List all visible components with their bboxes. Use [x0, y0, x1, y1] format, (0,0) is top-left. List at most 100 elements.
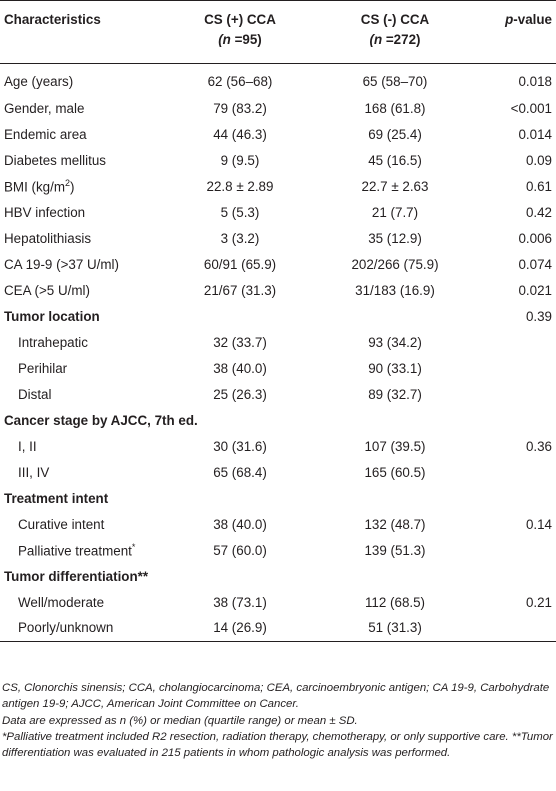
header-cs-positive: CS (+) CCA (n =95) [170, 0, 310, 64]
row-label: Endemic area [4, 126, 87, 142]
cs-positive-value: 79 (83.2) [213, 100, 267, 116]
row-label: I, II [18, 438, 37, 454]
table-row-ca199: CA 19-9 (>37 U/ml) 60/91 (65.9) 202/266 … [0, 251, 556, 277]
cs-positive-value: 3 (3.2) [220, 230, 260, 246]
p-value: <0.001 [510, 100, 552, 116]
table-row-diabetes: Diabetes mellitus 9 (9.5) 45 (16.5) 0.09 [0, 147, 556, 173]
row-label: Distal [18, 386, 52, 402]
cs-negative-value: 21 (7.7) [371, 204, 419, 220]
cs-negative-value: 112 (68.5) [364, 594, 426, 610]
p-label-rest: -value [513, 12, 552, 27]
footnote-data-expression: Data are expressed as n (%) or median (q… [2, 714, 358, 727]
p-value: 0.42 [525, 204, 552, 220]
row-label: HBV infection [4, 204, 86, 220]
table-row-stage-1-2: I, II 30 (31.6) 107 (39.5) 0.36 [0, 433, 556, 459]
p-value [480, 355, 556, 381]
p-value [480, 563, 556, 589]
table-row-palliative: Palliative treatment* 57 (60.0) 139 (51.… [0, 537, 556, 563]
row-label: Poorly/unknown [0, 615, 170, 642]
bmi-label-end: ) [70, 179, 75, 195]
characteristics-table: Characteristics CS (+) CCA (n =95) CS (-… [0, 0, 556, 642]
table-row-bmi: BMI (kg/m2) 22.8 ± 2.89 22.7 ± 2.63 0.61 [0, 173, 556, 199]
p-value [480, 615, 556, 642]
cs-positive-value: 22.8 ± 2.89 [206, 178, 274, 194]
header-cs-negative-n: (n =272) [310, 30, 480, 50]
cs-positive-value: 9 (9.5) [220, 152, 260, 168]
cs-positive-value: 60/91 (65.9) [203, 256, 277, 272]
cs-positive-value: 21/67 (31.3) [203, 282, 277, 298]
header-cs-positive-title: CS (+) CCA [204, 12, 276, 27]
table-row-stage-3-4: III, IV 65 (68.4) 165 (60.5) [0, 459, 556, 485]
table-header-row: Characteristics CS (+) CCA (n =95) CS (-… [0, 0, 556, 64]
p-value: 0.61 [525, 178, 552, 194]
p-value: 0.074 [518, 256, 552, 272]
n-value: =272) [382, 32, 421, 47]
p-value: 0.36 [525, 438, 552, 454]
row-label: Palliative treatment* [0, 537, 170, 563]
p-value [480, 485, 556, 511]
cs-negative-value: 107 (39.5) [364, 438, 426, 454]
n-label: (n [218, 32, 231, 47]
cs-negative-value: 90 (33.1) [368, 360, 422, 376]
table-row-cancer-stage: Cancer stage by AJCC, 7th ed. [0, 407, 556, 433]
p-value [480, 381, 556, 407]
table-row-age: Age (years) 62 (56–68) 65 (58–70) 0.018 [0, 64, 556, 96]
cs-negative-value: 139 (51.3) [364, 542, 426, 558]
header-pvalue: p-value [480, 0, 556, 64]
table-row-hbv: HBV infection 5 (5.3) 21 (7.7) 0.42 [0, 199, 556, 225]
bmi-label: BMI (kg/m [4, 179, 66, 195]
cs-positive-value: 38 (40.0) [213, 360, 267, 376]
table-row-distal: Distal 25 (26.3) 89 (32.7) [0, 381, 556, 407]
cs-positive-value: 38 (40.0) [213, 516, 267, 532]
table-row-differentiation: Tumor differentiation** [0, 563, 556, 589]
header-characteristics: Characteristics [0, 0, 170, 64]
table-row-intrahepatic: Intrahepatic 32 (33.7) 93 (34.2) [0, 329, 556, 355]
cs-negative-value [310, 303, 480, 329]
table-row-tumor-location: Tumor location 0.39 [0, 303, 556, 329]
table-row-poorly-unknown: Poorly/unknown 14 (26.9) 51 (31.3) [0, 615, 556, 642]
cs-positive-value [170, 303, 310, 329]
cs-positive-value: 32 (33.7) [213, 334, 267, 350]
table-row-endemic: Endemic area 44 (46.3) 69 (25.4) 0.014 [0, 121, 556, 147]
section-label: Treatment intent [4, 490, 109, 506]
cs-positive-value: 25 (26.3) [213, 386, 267, 402]
cs-negative-value: 51 (31.3) [310, 615, 480, 642]
cs-positive-value: 38 (73.1) [213, 594, 267, 610]
p-value: 0.021 [518, 282, 552, 298]
row-label: Curative intent [18, 516, 105, 532]
row-label: Well/moderate [18, 594, 105, 610]
p-value [480, 407, 556, 433]
row-label: Intrahepatic [18, 334, 88, 350]
header-cs-negative-title: CS (-) CCA [360, 12, 430, 27]
table-row-hepatolithiasis: Hepatolithiasis 3 (3.2) 35 (12.9) 0.006 [0, 225, 556, 251]
cs-negative-value: 93 (34.2) [368, 334, 422, 350]
p-label: p [505, 12, 514, 27]
cs-positive-value: 62 (56–68) [207, 73, 273, 89]
row-label: BMI (kg/m2) [0, 173, 170, 199]
cs-negative-value: 31/183 (16.9) [355, 282, 435, 298]
row-label: Perihilar [18, 360, 68, 376]
cs-positive-value: 30 (31.6) [213, 438, 267, 454]
row-label: Diabetes mellitus [4, 152, 106, 168]
cs-negative-value: 202/266 (75.9) [351, 256, 439, 272]
p-value [480, 459, 556, 485]
n-value: =95) [230, 32, 262, 47]
n-label: (n [369, 32, 383, 47]
table-row-treatment-intent: Treatment intent [0, 485, 556, 511]
p-value: 0.09 [525, 152, 552, 168]
p-value: 0.39 [525, 308, 552, 324]
cs-positive-value: 5 (5.3) [220, 204, 260, 220]
section-label: Tumor differentiation** [4, 568, 149, 584]
cs-negative-value: 165 (60.5) [364, 464, 426, 480]
row-label: Hepatolithiasis [4, 230, 92, 246]
p-value: 0.006 [518, 230, 552, 246]
cs-negative-value: 69 (25.4) [368, 126, 422, 142]
table-footnotes: CS, Clonorchis sinensis; CCA, cholangioc… [2, 680, 554, 761]
cs-positive-value: 44 (46.3) [213, 126, 267, 142]
section-label: Cancer stage by AJCC, 7th ed. [4, 412, 198, 428]
table-row-cea: CEA (>5 U/ml) 21/67 (31.3) 31/183 (16.9)… [0, 277, 556, 303]
header-cs-positive-n: (n =95) [170, 30, 310, 50]
p-value: 0.018 [518, 73, 552, 89]
footnote-notes: *Palliative treatment included R2 resect… [2, 730, 553, 760]
row-label: Gender, male [4, 100, 85, 116]
